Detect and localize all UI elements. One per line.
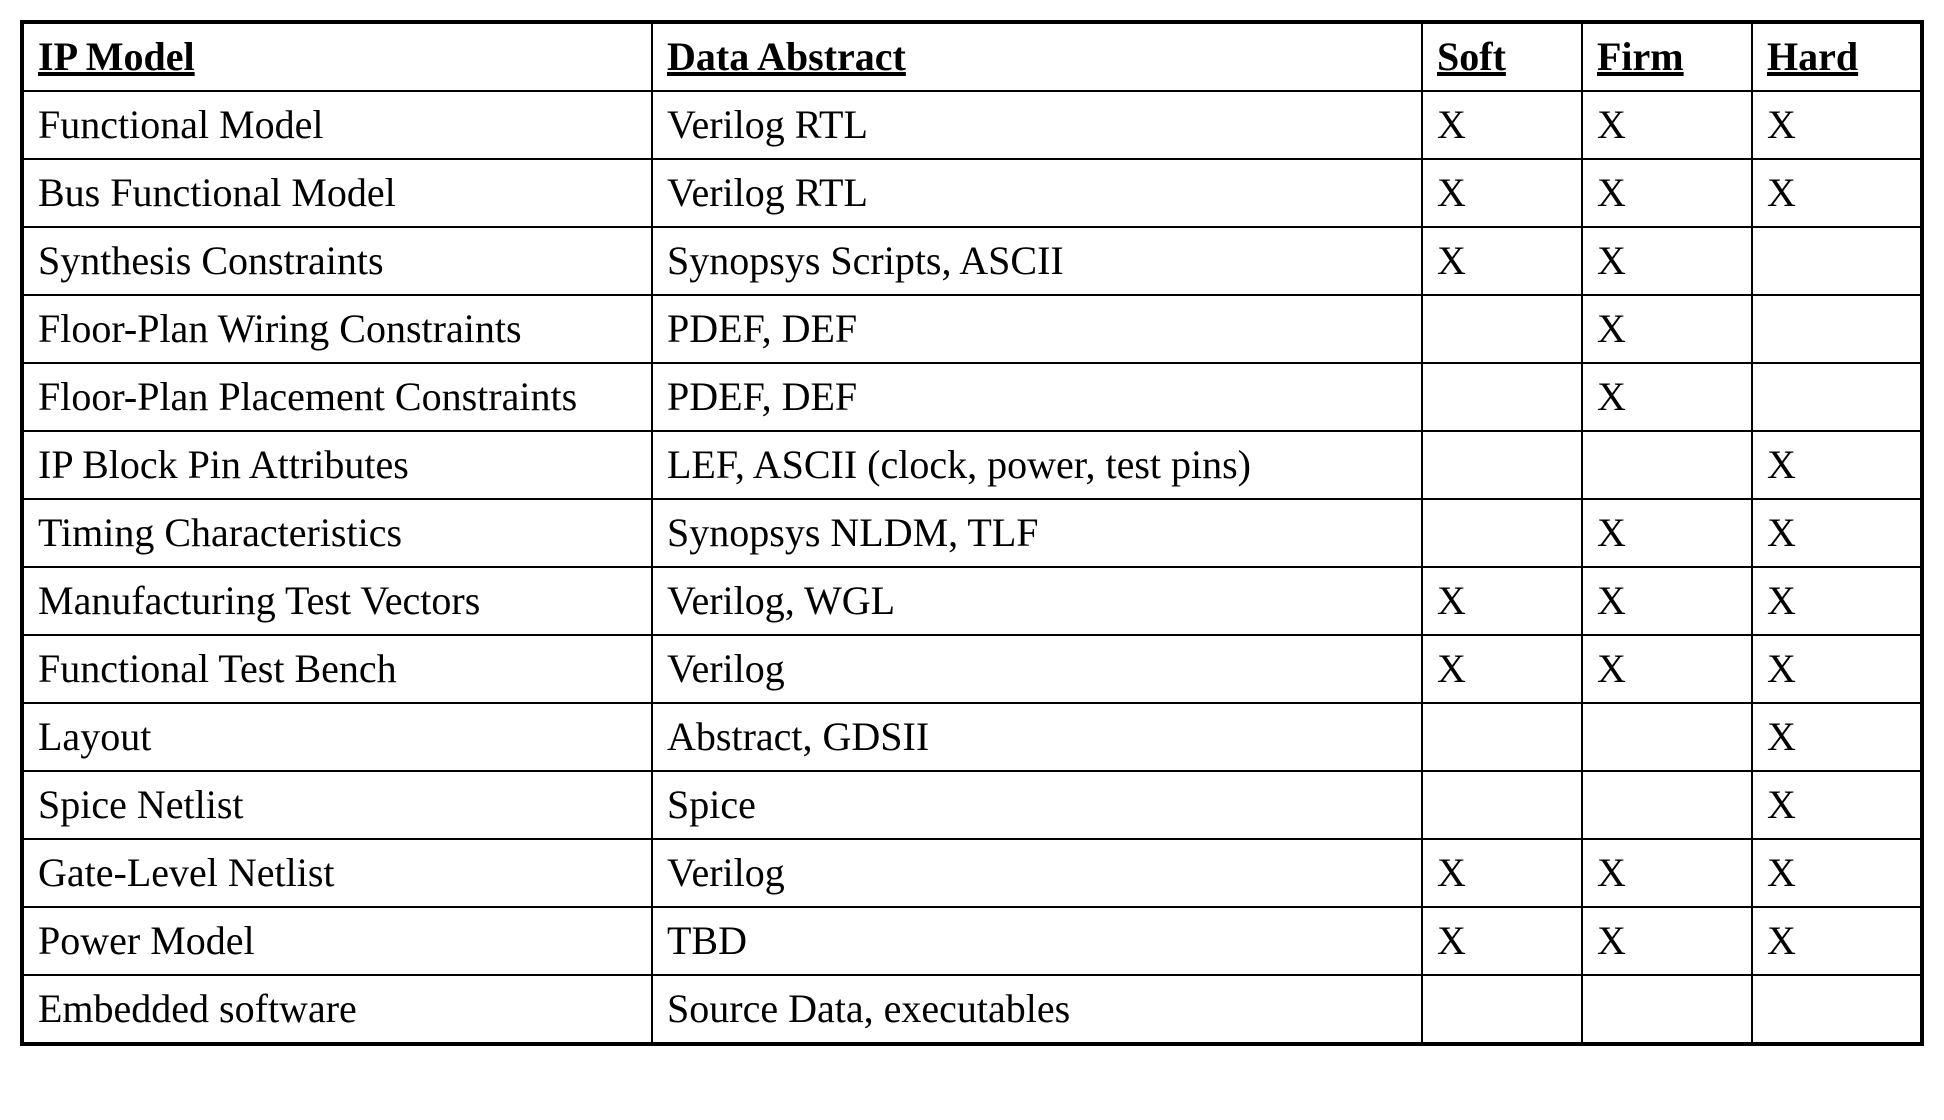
cell-hard: X <box>1752 567 1922 635</box>
cell-firm: X <box>1582 635 1752 703</box>
cell-soft <box>1422 363 1582 431</box>
col-header-hard: Hard <box>1752 22 1922 91</box>
cell-ip-model: Bus Functional Model <box>22 159 652 227</box>
table-row: Embedded software Source Data, executabl… <box>22 975 1922 1044</box>
table-header: IP Model Data Abstract Soft Firm Hard <box>22 22 1922 91</box>
cell-data-abstract: Verilog RTL <box>652 91 1422 159</box>
cell-soft <box>1422 295 1582 363</box>
cell-soft <box>1422 771 1582 839</box>
cell-data-abstract: Abstract, GDSII <box>652 703 1422 771</box>
cell-firm <box>1582 431 1752 499</box>
cell-hard <box>1752 227 1922 295</box>
cell-hard: X <box>1752 703 1922 771</box>
cell-data-abstract: Verilog <box>652 839 1422 907</box>
cell-firm: X <box>1582 567 1752 635</box>
cell-ip-model: Layout <box>22 703 652 771</box>
cell-soft: X <box>1422 227 1582 295</box>
cell-hard <box>1752 975 1922 1044</box>
cell-firm: X <box>1582 839 1752 907</box>
cell-ip-model: Embedded software <box>22 975 652 1044</box>
col-header-ip-model: IP Model <box>22 22 652 91</box>
cell-ip-model: Functional Test Bench <box>22 635 652 703</box>
table-row: IP Block Pin Attributes LEF, ASCII (cloc… <box>22 431 1922 499</box>
cell-hard: X <box>1752 635 1922 703</box>
cell-firm <box>1582 975 1752 1044</box>
cell-hard: X <box>1752 91 1922 159</box>
cell-ip-model: Timing Characteristics <box>22 499 652 567</box>
cell-data-abstract: Synopsys Scripts, ASCII <box>652 227 1422 295</box>
col-header-firm: Firm <box>1582 22 1752 91</box>
cell-hard <box>1752 363 1922 431</box>
cell-ip-model: Power Model <box>22 907 652 975</box>
cell-ip-model: Floor-Plan Placement Constraints <box>22 363 652 431</box>
cell-ip-model: Functional Model <box>22 91 652 159</box>
cell-firm: X <box>1582 499 1752 567</box>
table-row: Bus Functional Model Verilog RTL X X X <box>22 159 1922 227</box>
cell-data-abstract: Source Data, executables <box>652 975 1422 1044</box>
cell-soft: X <box>1422 839 1582 907</box>
cell-soft: X <box>1422 91 1582 159</box>
ip-model-table: IP Model Data Abstract Soft Firm Hard Fu… <box>20 20 1924 1046</box>
cell-firm: X <box>1582 295 1752 363</box>
cell-firm: X <box>1582 159 1752 227</box>
table-row: Floor-Plan Wiring Constraints PDEF, DEF … <box>22 295 1922 363</box>
col-header-data-abstract: Data Abstract <box>652 22 1422 91</box>
cell-ip-model: Manufacturing Test Vectors <box>22 567 652 635</box>
cell-data-abstract: PDEF, DEF <box>652 363 1422 431</box>
cell-ip-model: Synthesis Constraints <box>22 227 652 295</box>
cell-hard: X <box>1752 159 1922 227</box>
cell-firm <box>1582 703 1752 771</box>
cell-firm: X <box>1582 227 1752 295</box>
table-row: Synthesis Constraints Synopsys Scripts, … <box>22 227 1922 295</box>
cell-firm <box>1582 771 1752 839</box>
table-row: Manufacturing Test Vectors Verilog, WGL … <box>22 567 1922 635</box>
cell-soft <box>1422 431 1582 499</box>
cell-firm: X <box>1582 363 1752 431</box>
cell-hard: X <box>1752 431 1922 499</box>
cell-data-abstract: TBD <box>652 907 1422 975</box>
cell-data-abstract: Verilog RTL <box>652 159 1422 227</box>
table-row: Floor-Plan Placement Constraints PDEF, D… <box>22 363 1922 431</box>
cell-soft: X <box>1422 567 1582 635</box>
table-row: Power Model TBD X X X <box>22 907 1922 975</box>
cell-soft: X <box>1422 907 1582 975</box>
cell-soft <box>1422 975 1582 1044</box>
cell-ip-model: Floor-Plan Wiring Constraints <box>22 295 652 363</box>
cell-data-abstract: LEF, ASCII (clock, power, test pins) <box>652 431 1422 499</box>
table-row: Functional Model Verilog RTL X X X <box>22 91 1922 159</box>
table-row: Functional Test Bench Verilog X X X <box>22 635 1922 703</box>
cell-ip-model: IP Block Pin Attributes <box>22 431 652 499</box>
cell-hard: X <box>1752 499 1922 567</box>
cell-hard: X <box>1752 839 1922 907</box>
cell-firm: X <box>1582 907 1752 975</box>
cell-ip-model: Gate-Level Netlist <box>22 839 652 907</box>
cell-soft <box>1422 499 1582 567</box>
cell-soft <box>1422 703 1582 771</box>
table-row: Layout Abstract, GDSII X <box>22 703 1922 771</box>
col-header-soft: Soft <box>1422 22 1582 91</box>
cell-ip-model: Spice Netlist <box>22 771 652 839</box>
cell-data-abstract: PDEF, DEF <box>652 295 1422 363</box>
table-row: Spice Netlist Spice X <box>22 771 1922 839</box>
table-header-row: IP Model Data Abstract Soft Firm Hard <box>22 22 1922 91</box>
cell-data-abstract: Verilog, WGL <box>652 567 1422 635</box>
cell-hard: X <box>1752 907 1922 975</box>
cell-hard <box>1752 295 1922 363</box>
cell-soft: X <box>1422 159 1582 227</box>
cell-data-abstract: Spice <box>652 771 1422 839</box>
table-body: Functional Model Verilog RTL X X X Bus F… <box>22 91 1922 1044</box>
cell-hard: X <box>1752 771 1922 839</box>
cell-data-abstract: Verilog <box>652 635 1422 703</box>
table-row: Gate-Level Netlist Verilog X X X <box>22 839 1922 907</box>
cell-soft: X <box>1422 635 1582 703</box>
cell-firm: X <box>1582 91 1752 159</box>
table-row: Timing Characteristics Synopsys NLDM, TL… <box>22 499 1922 567</box>
cell-data-abstract: Synopsys NLDM, TLF <box>652 499 1422 567</box>
